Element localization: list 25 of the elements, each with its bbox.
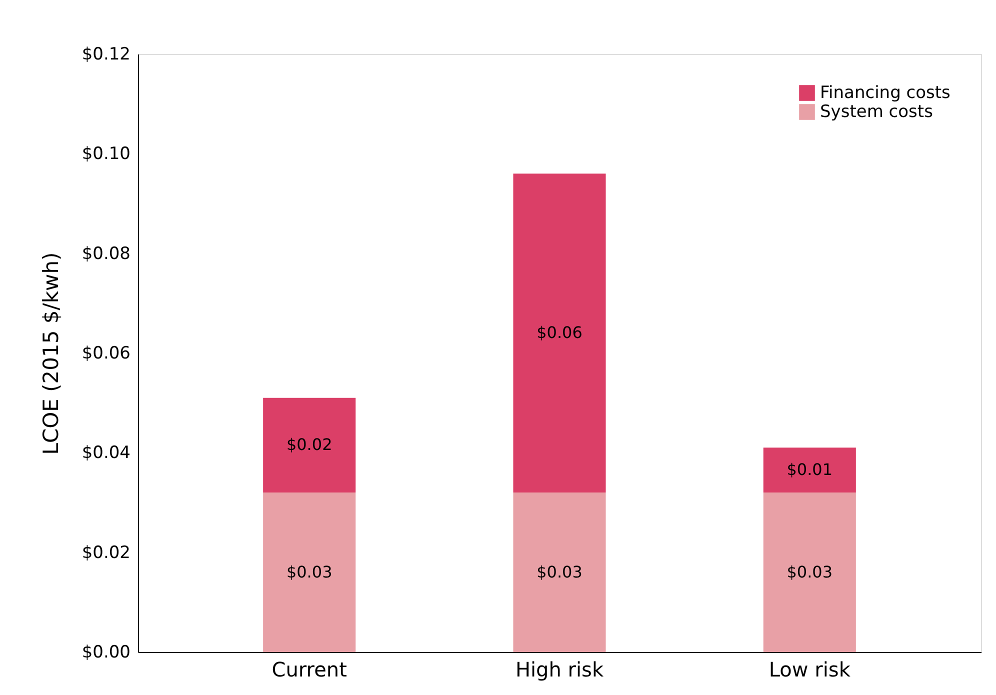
data-label: $0.06 [536,323,582,342]
bar [513,174,606,493]
legend-label: System costs [820,102,934,122]
y-tick-label: $0.02 [82,542,130,563]
bar [263,492,356,652]
data-label: $0.03 [286,562,332,582]
data-label: $0.03 [536,562,582,582]
bar [263,398,356,493]
x-tick-label: Low risk [768,658,851,682]
y-tick-label: $0.08 [82,244,130,264]
x-tick-label: Current [272,658,348,682]
y-tick-label: $0.12 [82,44,130,64]
legend-label: Financing costs [820,83,951,103]
y-tick-label: $0.10 [82,144,130,164]
y-axis-title: LCOE (2015 $/kwh) [38,252,63,455]
data-label: $0.03 [786,562,833,582]
x-tick-label: High risk [515,658,604,682]
y-tick-label: $0.04 [82,443,130,464]
bar [763,448,856,493]
bar [763,492,856,652]
y-tick-label: $0.06 [82,344,130,364]
bar [513,492,606,652]
data-label: $0.02 [286,435,332,454]
data-label: $0.01 [786,460,833,480]
y-tick-label: $0.00 [82,642,130,662]
